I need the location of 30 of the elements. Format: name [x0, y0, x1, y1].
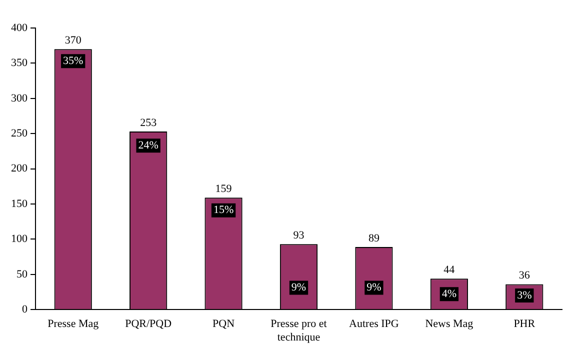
y-tick-label: 0 — [22, 303, 28, 316]
y-tick-label: 100 — [11, 233, 28, 246]
annotation: 9% — [366, 282, 382, 294]
y-tick-label: 150 — [11, 198, 28, 210]
data-label: 44 — [444, 264, 456, 276]
data-label: 370 — [64, 34, 82, 47]
data-label: 36 — [518, 270, 530, 282]
x-tick-label: Presse pro et technique — [270, 318, 327, 344]
x-tick-label: Presse Mag — [48, 318, 100, 330]
annotation: 4% — [442, 288, 457, 300]
y-tick-label: 200 — [11, 162, 28, 175]
data-label: 159 — [215, 183, 232, 196]
x-tick-label: PQN — [212, 318, 235, 330]
annotation: 9% — [291, 282, 306, 294]
x-tick-label: News Mag — [425, 318, 474, 330]
x-tick-label: PQR/PQD — [125, 318, 172, 330]
x-tick-label: Autres IPG — [349, 318, 399, 330]
data-label: 89 — [368, 232, 380, 244]
y-tick-label: 50 — [16, 268, 28, 280]
data-label: 93 — [293, 230, 305, 242]
y-tick-label: 250 — [11, 127, 28, 140]
data-label: 253 — [140, 116, 158, 129]
annotation: 24% — [138, 139, 158, 152]
annotation: 3% — [517, 289, 532, 302]
y-tick-label: 300 — [11, 92, 28, 104]
x-tick-label: PHR — [514, 318, 536, 330]
y-tick-label: 350 — [11, 57, 28, 70]
annotation: 15% — [213, 204, 234, 216]
annotation: 35% — [63, 54, 84, 67]
y-tick-label: 400 — [11, 22, 28, 34]
